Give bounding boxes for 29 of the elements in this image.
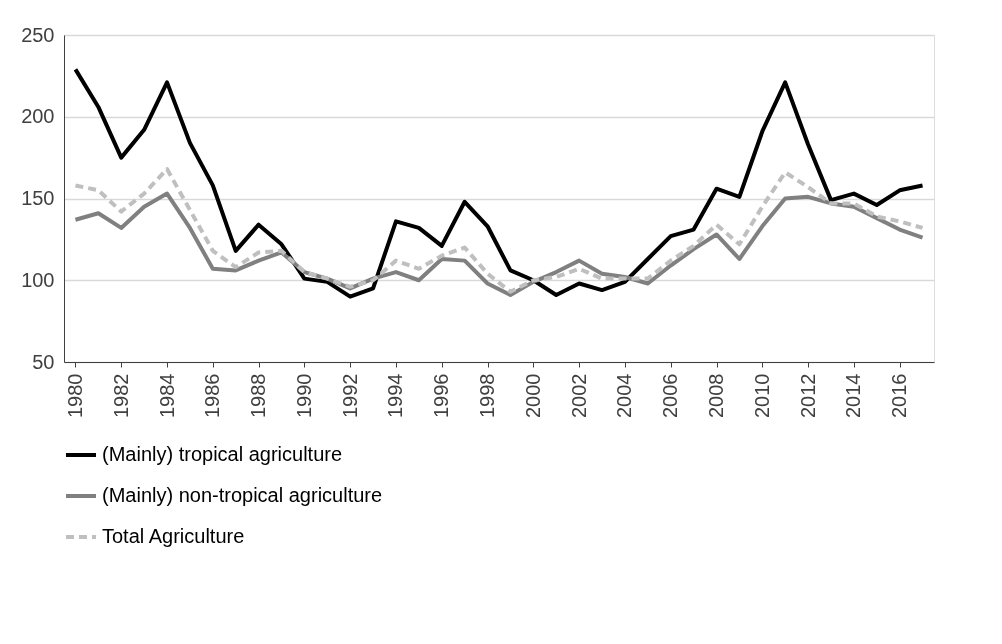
y-tick-label: 150 bbox=[21, 187, 55, 209]
x-tick-label: 1988 bbox=[247, 373, 270, 418]
x-tick-label: 2002 bbox=[567, 373, 590, 418]
line-series bbox=[73, 67, 925, 299]
y-tick-label: 100 bbox=[21, 268, 55, 291]
legend-label: (Mainly) non-tropical agriculture bbox=[102, 484, 383, 506]
x-tick-label: 2008 bbox=[705, 373, 727, 418]
x-tick-label: 1986 bbox=[201, 373, 224, 418]
x-tick-label: 2014 bbox=[842, 373, 865, 418]
y-tick-label: 50 bbox=[32, 350, 55, 373]
x-tick-label: 2016 bbox=[888, 373, 911, 418]
x-tick-label: 2012 bbox=[796, 373, 819, 418]
y-tick-label: 200 bbox=[21, 105, 55, 128]
x-tick-label: 2010 bbox=[750, 373, 773, 418]
x-tick-label: 1982 bbox=[109, 373, 132, 418]
line-series bbox=[73, 167, 925, 294]
legend-label: (Mainly) tropical agriculture bbox=[102, 443, 343, 465]
legend-label: Total Agriculture bbox=[102, 525, 245, 547]
x-tick-label: 1998 bbox=[476, 373, 499, 418]
x-tick-label: 2006 bbox=[659, 373, 682, 418]
x-tick-label: 1980 bbox=[63, 373, 86, 418]
x-tick-label: 1990 bbox=[292, 373, 315, 418]
x-tick-label: 1992 bbox=[338, 373, 361, 418]
x-tick-label: 1984 bbox=[155, 373, 178, 418]
x-tick-label: 1994 bbox=[384, 373, 407, 418]
x-tick-label: 2004 bbox=[613, 373, 636, 418]
x-tick-label: 2000 bbox=[521, 373, 544, 418]
y-tick-label: 250 bbox=[21, 23, 55, 46]
x-tick-label: 1996 bbox=[430, 373, 453, 418]
